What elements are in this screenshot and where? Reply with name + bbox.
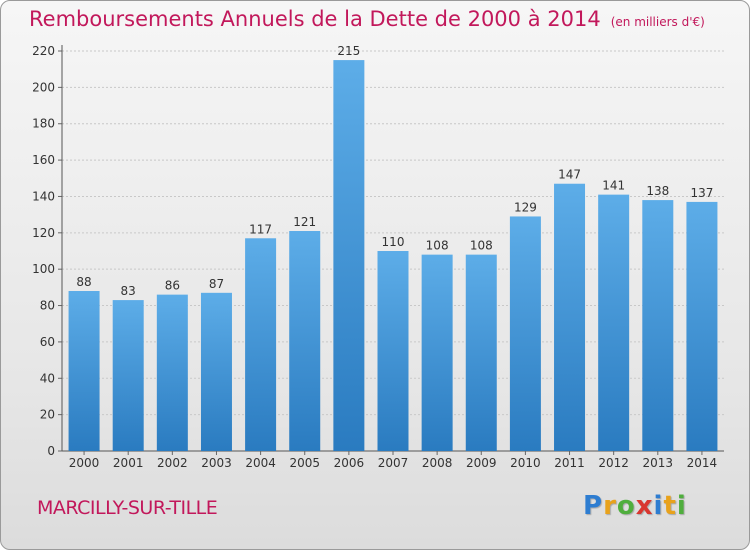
logo-letter: i	[653, 491, 664, 521]
bar	[465, 254, 497, 451]
bar-value-label: 88	[76, 275, 91, 289]
bar-value-label: 138	[646, 184, 669, 198]
x-tick-label: 2009	[466, 456, 497, 470]
bar-value-label: 147	[558, 168, 581, 182]
bar-value-label: 117	[249, 222, 272, 236]
bar	[289, 231, 321, 451]
x-tick-label: 2002	[157, 456, 188, 470]
bar	[598, 194, 630, 452]
y-tick-label: 60	[40, 335, 55, 349]
y-tick-label: 220	[32, 44, 55, 58]
x-tick-label: 2000	[69, 456, 100, 470]
bar-value-label: 87	[209, 277, 224, 291]
proxiti-logo: Proxiti	[583, 491, 687, 521]
y-tick-label: 100	[32, 262, 55, 276]
bar	[112, 300, 144, 451]
y-tick-label: 0	[47, 444, 55, 458]
y-tick-label: 160	[32, 153, 55, 167]
y-tick-label: 120	[32, 226, 55, 240]
logo-letter: t	[663, 491, 677, 521]
y-tick-label: 180	[32, 117, 55, 131]
y-tick-label: 80	[40, 299, 55, 313]
x-tick-label: 2003	[201, 456, 232, 470]
bar	[509, 216, 541, 451]
location-label: MARCILLY-SUR-TILLE	[37, 497, 218, 519]
bar	[421, 254, 453, 451]
logo-letter: r	[603, 491, 617, 521]
x-tick-label: 2006	[334, 456, 365, 470]
logo-letter: i	[676, 491, 687, 521]
y-tick-label: 20	[40, 408, 55, 422]
x-tick-label: 2004	[245, 456, 276, 470]
bar-value-label: 86	[165, 279, 180, 293]
bar-value-label: 141	[602, 179, 625, 193]
logo-letter: P	[583, 491, 604, 521]
bar	[200, 292, 232, 451]
x-tick-label: 2007	[378, 456, 409, 470]
y-tick-label: 140	[32, 189, 55, 203]
bar	[156, 294, 188, 451]
x-tick-label: 2005	[289, 456, 320, 470]
bar-value-label: 121	[293, 215, 316, 229]
chart-title-text: Remboursements Annuels de la Dette de 20…	[29, 7, 601, 31]
logo-letter: o	[616, 491, 636, 521]
y-tick-label: 200	[32, 80, 55, 94]
bar-value-label: 108	[470, 239, 493, 253]
bar-value-label: 108	[426, 239, 449, 253]
bar	[245, 238, 277, 451]
x-tick-label: 2010	[510, 456, 541, 470]
chart-unit-note: (en milliers d'€)	[610, 15, 705, 29]
bar	[333, 60, 365, 451]
bar-value-label: 110	[382, 235, 405, 249]
bar	[686, 201, 718, 451]
x-tick-label: 2014	[687, 456, 718, 470]
bar-value-label: 129	[514, 200, 537, 214]
bar	[68, 291, 100, 451]
chart-title: Remboursements Annuels de la Dette de 20…	[29, 7, 705, 31]
bar	[554, 183, 586, 451]
bar	[642, 200, 674, 451]
bar	[377, 251, 409, 451]
x-tick-label: 2001	[113, 456, 144, 470]
bar-value-label: 83	[121, 284, 136, 298]
x-tick-label: 2013	[643, 456, 674, 470]
logo-letter: x	[635, 491, 654, 521]
bar-value-label: 215	[337, 44, 360, 58]
x-tick-label: 2008	[422, 456, 453, 470]
y-tick-label: 40	[40, 371, 55, 385]
bar-value-label: 137	[690, 186, 713, 200]
x-tick-label: 2011	[554, 456, 585, 470]
x-tick-label: 2012	[598, 456, 629, 470]
